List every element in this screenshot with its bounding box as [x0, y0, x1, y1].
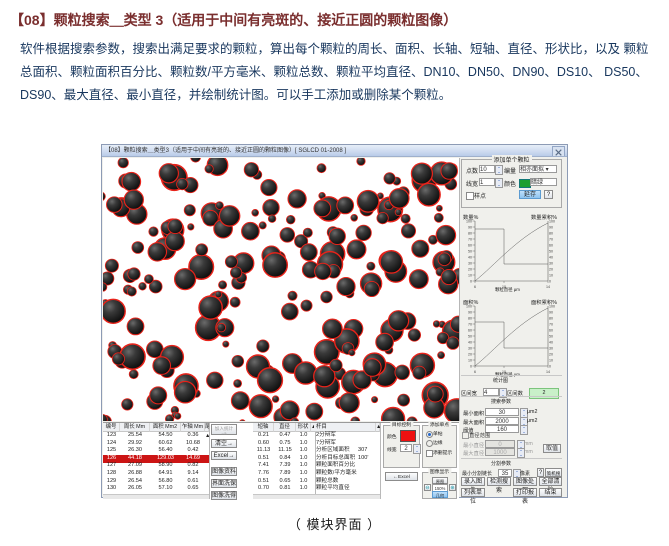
- svg-text:80: 80: [468, 232, 472, 236]
- svg-text:10: 10: [549, 359, 553, 363]
- svg-text:6: 6: [474, 285, 476, 289]
- svg-text:30: 30: [468, 262, 472, 266]
- svg-text:14: 14: [546, 285, 550, 289]
- svg-text:50: 50: [549, 250, 553, 254]
- svg-text:20: 20: [468, 353, 472, 357]
- svg-text:60: 60: [468, 244, 472, 248]
- svg-text:100: 100: [466, 220, 472, 224]
- svg-text:80: 80: [549, 232, 553, 236]
- svg-text:60: 60: [549, 244, 553, 248]
- svg-text:14: 14: [546, 370, 550, 374]
- svg-text:80: 80: [468, 317, 472, 321]
- svg-text:6: 6: [474, 370, 476, 374]
- svg-text:30: 30: [468, 347, 472, 351]
- svg-text:40: 40: [549, 256, 553, 260]
- svg-text:10: 10: [549, 274, 553, 278]
- svg-text:90: 90: [549, 311, 553, 315]
- svg-text:40: 40: [468, 341, 472, 345]
- svg-text:90: 90: [468, 311, 472, 315]
- svg-text:0: 0: [470, 280, 472, 284]
- svg-text:70: 70: [468, 323, 472, 327]
- svg-text:50: 50: [468, 335, 472, 339]
- svg-text:50: 50: [549, 335, 553, 339]
- svg-text:20: 20: [549, 353, 553, 357]
- svg-text:90: 90: [468, 226, 472, 230]
- svg-text:30: 30: [549, 347, 553, 351]
- svg-text:50: 50: [468, 250, 472, 254]
- svg-text:70: 70: [468, 238, 472, 242]
- svg-text:100: 100: [549, 305, 555, 309]
- svg-text:0: 0: [549, 280, 551, 284]
- svg-text:20: 20: [468, 268, 472, 272]
- svg-text:70: 70: [549, 238, 553, 242]
- svg-text:20: 20: [549, 268, 553, 272]
- svg-text:80: 80: [549, 317, 553, 321]
- svg-text:60: 60: [468, 329, 472, 333]
- svg-text:10: 10: [468, 274, 472, 278]
- svg-text:40: 40: [549, 341, 553, 345]
- svg-text:90: 90: [549, 226, 553, 230]
- svg-text:40: 40: [468, 256, 472, 260]
- svg-text:70: 70: [549, 323, 553, 327]
- svg-text:10: 10: [468, 359, 472, 363]
- svg-text:30: 30: [549, 262, 553, 266]
- svg-text:0: 0: [470, 365, 472, 369]
- svg-text:60: 60: [549, 329, 553, 333]
- svg-text:100: 100: [466, 305, 472, 309]
- svg-text:0: 0: [549, 365, 551, 369]
- svg-text:100: 100: [549, 220, 555, 224]
